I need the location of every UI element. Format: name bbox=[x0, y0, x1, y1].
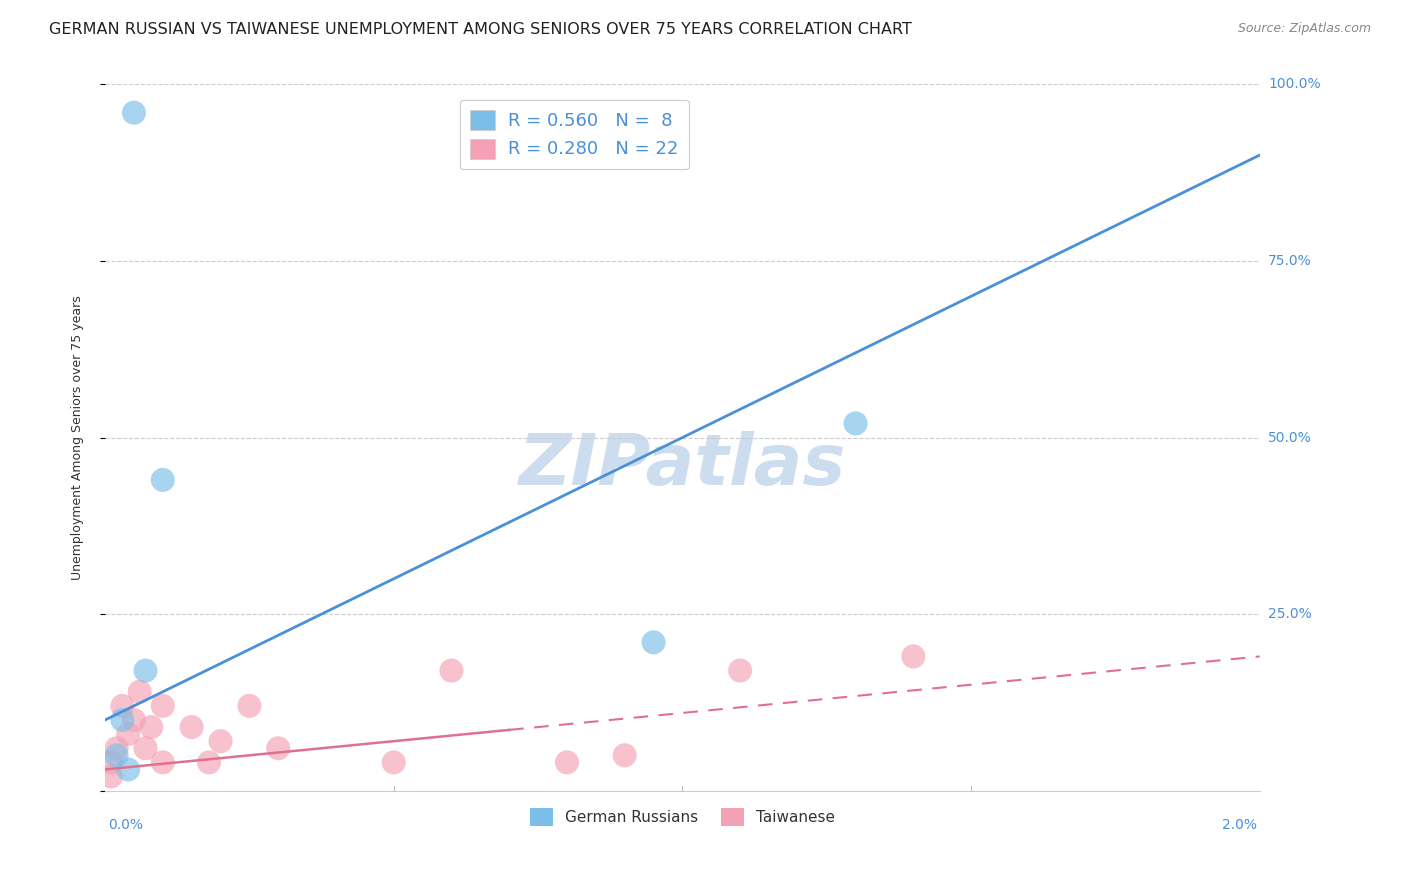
Point bbox=[198, 756, 221, 770]
Text: 75.0%: 75.0% bbox=[1268, 254, 1312, 268]
Text: 50.0%: 50.0% bbox=[1268, 431, 1312, 444]
Point bbox=[100, 756, 122, 770]
Text: Source: ZipAtlas.com: Source: ZipAtlas.com bbox=[1237, 22, 1371, 36]
Text: GERMAN RUSSIAN VS TAIWANESE UNEMPLOYMENT AMONG SENIORS OVER 75 YEARS CORRELATION: GERMAN RUSSIAN VS TAIWANESE UNEMPLOYMENT… bbox=[49, 22, 912, 37]
Legend: German Russians, Taiwanese: German Russians, Taiwanese bbox=[523, 802, 841, 832]
Point bbox=[134, 664, 156, 678]
Text: ZIPatlas: ZIPatlas bbox=[519, 431, 846, 500]
Point bbox=[238, 698, 260, 713]
Point bbox=[209, 734, 232, 748]
Point bbox=[613, 748, 636, 763]
Point bbox=[122, 713, 145, 727]
Text: 25.0%: 25.0% bbox=[1268, 607, 1312, 621]
Point bbox=[643, 635, 665, 649]
Point bbox=[382, 756, 405, 770]
Point bbox=[141, 720, 163, 734]
Point bbox=[440, 664, 463, 678]
Text: 0.0%: 0.0% bbox=[108, 818, 143, 832]
Point bbox=[122, 105, 145, 120]
Text: 100.0%: 100.0% bbox=[1268, 78, 1320, 92]
Point bbox=[267, 741, 290, 756]
Point bbox=[105, 741, 128, 756]
Point bbox=[180, 720, 202, 734]
Point bbox=[128, 685, 150, 699]
Point bbox=[105, 748, 128, 763]
Point bbox=[728, 664, 751, 678]
Point bbox=[134, 741, 156, 756]
Point bbox=[152, 756, 174, 770]
Point bbox=[117, 727, 139, 741]
Point bbox=[903, 649, 925, 664]
Y-axis label: Unemployment Among Seniors over 75 years: Unemployment Among Seniors over 75 years bbox=[72, 295, 84, 580]
Point bbox=[152, 473, 174, 487]
Point bbox=[111, 698, 134, 713]
Point bbox=[100, 770, 122, 784]
Point bbox=[111, 713, 134, 727]
Point bbox=[152, 698, 174, 713]
Point bbox=[555, 756, 578, 770]
Point bbox=[845, 417, 868, 431]
Text: 2.0%: 2.0% bbox=[1222, 818, 1257, 832]
Point bbox=[117, 763, 139, 777]
